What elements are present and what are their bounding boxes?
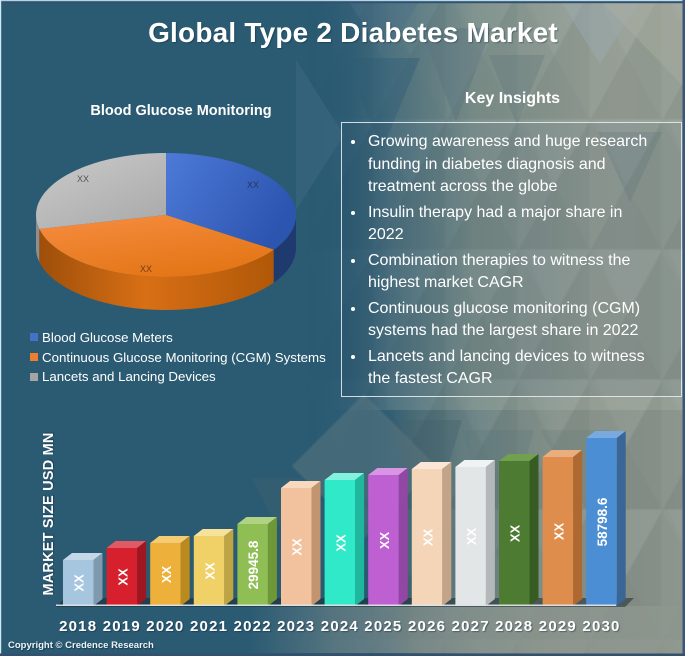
svg-text:XX: XX xyxy=(464,528,479,546)
svg-text:XX: XX xyxy=(72,574,87,592)
svg-text:XX: XX xyxy=(551,523,566,541)
svg-text:XX: XX xyxy=(333,534,348,552)
svg-text:XX: XX xyxy=(508,525,523,543)
svg-text:29945.8: 29945.8 xyxy=(246,540,261,589)
svg-text:XX: XX xyxy=(290,538,305,556)
svg-text:XX: XX xyxy=(203,562,218,580)
svg-text:XX: XX xyxy=(77,174,89,184)
svg-text:XX: XX xyxy=(140,264,152,274)
svg-text:XX: XX xyxy=(377,532,392,550)
svg-text:XX: XX xyxy=(421,529,436,547)
svg-text:58798.6: 58798.6 xyxy=(595,497,610,546)
svg-text:XX: XX xyxy=(115,568,130,586)
svg-text:XX: XX xyxy=(159,566,174,584)
svg-text:XX: XX xyxy=(247,180,259,190)
